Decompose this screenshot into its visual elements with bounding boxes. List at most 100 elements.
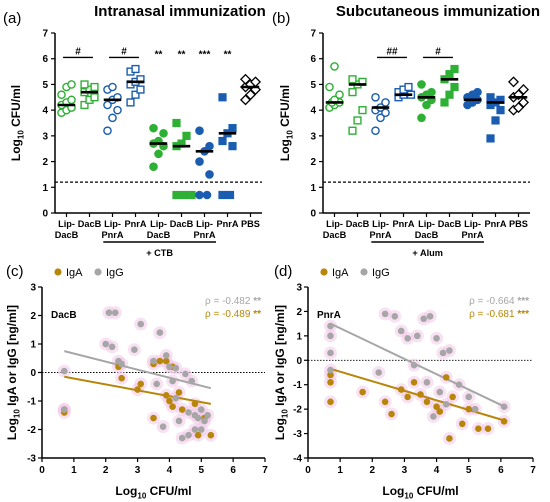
data-point-iga [169,403,176,411]
y-tick-label: 3 [310,131,316,142]
data-point-igg [327,366,334,374]
data-point-igg [197,426,205,433]
y-tick-label: 7 [42,29,48,40]
x-tick-label: 5 [199,465,205,476]
y-tick-label: 1 [30,340,36,351]
x-tick-label: 7 [530,465,536,476]
significance-mark: ** [155,49,163,60]
data-point-igg [105,309,113,316]
y-tick-label: 5 [42,80,48,91]
data-point-igg [465,393,473,401]
data-point-igg [197,406,205,413]
y-tick-label: 5 [310,80,316,91]
category-label: PnrA [393,219,415,229]
significance-mark: ** [224,49,232,60]
data-point-igg [413,332,421,340]
legend-igg-marker [94,268,102,276]
data-point-iga [166,397,173,405]
y-tick-label: 2 [30,311,36,322]
legend-iga-marker [54,268,62,276]
data-point-iga [433,403,440,411]
category-label: PBS [509,219,528,229]
data-point-igg [201,417,208,425]
category-label: DacB [438,219,462,229]
panel-title: Intranasal immunization [94,3,266,20]
data-point-igg [108,343,116,351]
data-point [187,190,196,200]
category-label: PnrA [370,230,392,240]
data-point [512,89,525,101]
data-point-iga [207,431,215,439]
data-point-iga [500,418,508,425]
category-label: Lip- [464,219,481,229]
x-tick-label: 3 [135,465,141,476]
data-point-igg [185,431,192,439]
data-point-igg [439,349,447,357]
data-point-igg [375,369,383,376]
y-tick-label: 0 [30,368,36,379]
data-point-igg [188,377,196,385]
y-tick-label: 7 [310,29,316,40]
data-point [491,116,500,125]
data-point [149,162,158,172]
group-caption: + Alum [412,248,443,258]
significance-mark: # [121,46,127,57]
data-point [218,190,227,200]
data-point [517,96,530,108]
data-point-iga [162,357,170,365]
data-point [417,80,426,89]
data-point-iga [156,357,164,365]
y-tick-label: 3 [296,283,302,294]
data-point-igg [410,361,418,369]
y-tick-label: -1 [293,380,302,391]
panel-title: Subcutaneous immunization [336,3,540,20]
data-point-igg [111,309,119,316]
panel-label: (d) [274,263,292,280]
data-point-iga [475,425,482,432]
x-tick-label: 3 [402,465,408,476]
significance-mark: # [435,46,441,57]
data-point-igg [327,349,334,357]
data-point [90,93,99,102]
data-point [108,113,117,123]
data-point [445,70,454,79]
data-point-igg [159,423,167,430]
y-tick-label: -4 [293,454,302,465]
category-label: DacB [55,230,79,240]
category-label: PnrA [485,219,507,229]
y-tick-label: -2 [27,425,36,436]
category-label: PnrA [125,219,147,229]
fit-line-igg [330,322,508,409]
data-point [202,190,212,200]
data-point [371,92,380,102]
category-label: PnrA [217,219,239,229]
correlation-text: ρ = -0.664 *** [469,296,529,307]
data-point-iga [484,425,492,432]
data-point-igg [131,346,138,354]
data-point [473,87,482,97]
data-point [445,90,454,99]
panel-label: (a) [3,10,21,27]
data-point-iga [442,374,450,381]
significance-mark: *** [199,49,211,60]
y-axis-label: Log10 IgA or IgG [ng/ml] [273,305,290,440]
subplot-title: DacB [51,310,77,321]
data-point-igg [423,378,431,386]
x-tick-label: 6 [230,465,236,476]
data-point-igg [397,327,405,335]
data-point-igg [118,360,125,368]
data-point-iga [458,420,466,428]
legend-igg-label: IgG [106,267,124,279]
data-point [131,64,140,74]
category-label: DacB [170,219,194,229]
data-point [195,190,204,200]
x-tick-label: 0 [39,465,45,476]
data-point-igg [166,363,173,371]
data-point-igg [194,414,202,422]
data-point-igg [172,364,180,372]
y-axis-label: Log10 CFU/ml [278,85,295,161]
y-tick-label: 0 [310,209,316,220]
correlation-plot-c: (c) IgA IgG -3 -2 -1 0 1 2 3 0 1 2 3 4 5 6 7 Log10 CFU/ml L… [5,263,268,501]
legend-iga-marker [320,268,328,276]
data-point [136,85,145,94]
